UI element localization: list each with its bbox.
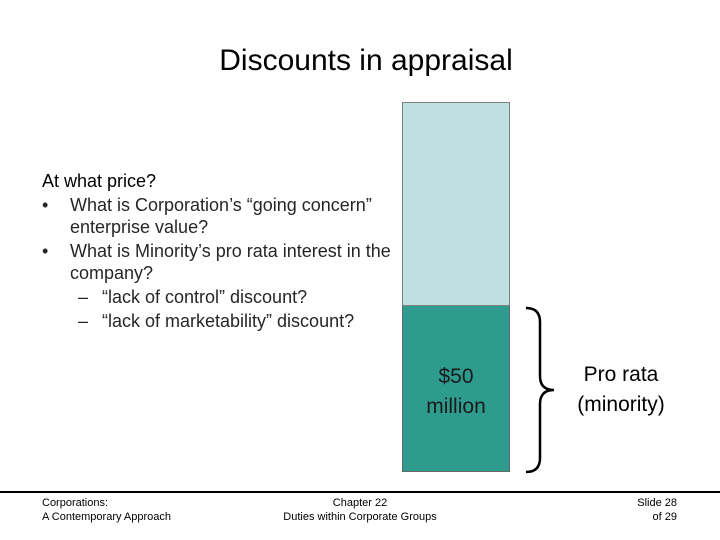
sub-bullet-text: “lack of control” discount? bbox=[102, 287, 308, 307]
bullet-item: • What is Minority’s pro rata interest i… bbox=[42, 240, 392, 332]
sub-bullet-text: “lack of marketability” discount? bbox=[102, 311, 355, 331]
footer-chapter-title: Duties within Corporate Groups bbox=[283, 511, 437, 523]
bullet-icon: • bbox=[42, 241, 49, 261]
bullet-text: What is Minority’s pro rata interest in … bbox=[70, 241, 391, 283]
slide-body: At what price? • What is Corporation’s “… bbox=[42, 170, 392, 334]
footer-book-title: Corporations: bbox=[42, 497, 109, 509]
right-bracket-icon bbox=[525, 306, 555, 474]
dash-icon: – bbox=[78, 287, 89, 307]
dash-icon: – bbox=[78, 311, 89, 331]
sub-bullet-list: – “lack of control” discount? – “lack of… bbox=[70, 286, 392, 332]
amount-label: $50 million bbox=[396, 362, 516, 422]
minority-interest-bar bbox=[402, 306, 510, 472]
footer-book-subtitle: A Contemporary Approach bbox=[42, 511, 172, 523]
footer-divider bbox=[0, 491, 720, 493]
footer-slide-current: Slide 28 bbox=[637, 497, 677, 509]
sub-bullet-item: – “lack of control” discount? bbox=[42, 286, 392, 308]
sub-bullet-item: – “lack of marketability” discount? bbox=[42, 310, 392, 332]
footer-slide-number: Slide 28 of 29 bbox=[560, 496, 677, 524]
amount-value: $50 bbox=[438, 365, 474, 388]
footer-slide-total: of 29 bbox=[652, 511, 677, 523]
minority-line: (minority) bbox=[577, 393, 665, 416]
pro-rata-label: Pro rata (minority) bbox=[560, 360, 682, 420]
footer-chapter-number: Chapter 22 bbox=[332, 497, 388, 509]
footer-chapter: Chapter 22 Duties within Corporate Group… bbox=[240, 496, 480, 524]
enterprise-value-bar bbox=[402, 102, 510, 306]
pro-rata-line: Pro rata bbox=[583, 363, 659, 386]
bullet-item: • What is Corporation’s “going concern” … bbox=[42, 194, 392, 238]
bullet-text: What is Corporation’s “going concern” en… bbox=[70, 195, 372, 237]
footer-book: Corporations: A Contemporary Approach bbox=[42, 496, 171, 524]
bullet-list: • What is Corporation’s “going concern” … bbox=[42, 194, 392, 332]
slide-title: Discounts in appraisal bbox=[219, 44, 513, 77]
bullet-icon: • bbox=[42, 195, 49, 215]
question-text: At what price? bbox=[42, 171, 157, 191]
amount-unit: million bbox=[426, 395, 486, 418]
